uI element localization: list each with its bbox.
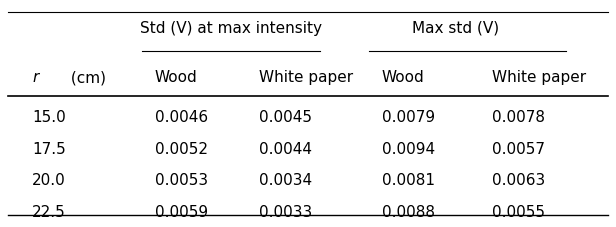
Text: 0.0033: 0.0033 [259, 205, 312, 220]
Text: Wood: Wood [381, 70, 424, 85]
Text: 0.0044: 0.0044 [259, 142, 312, 157]
Text: 17.5: 17.5 [32, 142, 66, 157]
Text: 20.0: 20.0 [32, 173, 66, 188]
Text: White paper: White paper [492, 70, 586, 85]
Text: 0.0059: 0.0059 [155, 205, 208, 220]
Text: 0.0045: 0.0045 [259, 111, 312, 126]
Text: 0.0057: 0.0057 [492, 142, 545, 157]
Text: 0.0052: 0.0052 [155, 142, 208, 157]
Text: 0.0079: 0.0079 [381, 111, 435, 126]
Text: 0.0034: 0.0034 [259, 173, 312, 188]
Text: Std (V) at max intensity: Std (V) at max intensity [140, 21, 322, 36]
Text: 0.0078: 0.0078 [492, 111, 545, 126]
Text: 22.5: 22.5 [32, 205, 66, 220]
Text: $r$: $r$ [32, 70, 41, 85]
Text: 0.0053: 0.0053 [155, 173, 208, 188]
Text: 0.0081: 0.0081 [381, 173, 434, 188]
Text: 0.0063: 0.0063 [492, 173, 545, 188]
Text: Wood: Wood [155, 70, 198, 85]
Text: White paper: White paper [259, 70, 353, 85]
Text: (cm): (cm) [66, 70, 106, 85]
Text: 0.0046: 0.0046 [155, 111, 208, 126]
Text: 0.0094: 0.0094 [381, 142, 435, 157]
Text: 0.0055: 0.0055 [492, 205, 545, 220]
Text: Max std (V): Max std (V) [411, 21, 499, 36]
Text: 15.0: 15.0 [32, 111, 66, 126]
Text: 0.0088: 0.0088 [381, 205, 434, 220]
